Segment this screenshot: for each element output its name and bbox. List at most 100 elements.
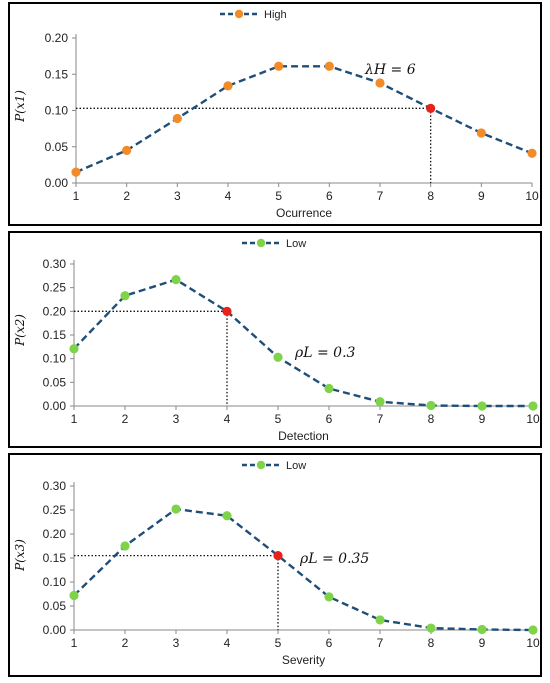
occurrence-chart: 0.00 0.05 0.10 0.15 0.20 1 2 3 4 5 6 7 8 9 10 Ocurrence… [13, 9, 539, 220]
y-tick-label: 0.00 [43, 399, 67, 413]
x-tick-label: 7 [377, 636, 384, 650]
chart-panel-severity: 0.00 0.05 0.10 0.15 0.20 0.25 0.30 1 2 3 4 5 6 7 8 9 10 S… [8, 453, 542, 677]
data-point [375, 397, 385, 407]
highlight-point [222, 306, 232, 316]
x-tick-label: 3 [174, 189, 181, 203]
data-point [222, 511, 232, 521]
data-point [528, 401, 538, 411]
y-tick-label: 0.25 [43, 503, 67, 517]
x-tick-label: 1 [73, 189, 80, 203]
y-tick-label: 0.15 [45, 67, 69, 81]
y-axis-label: P(x2) [13, 314, 27, 347]
highlight-point [426, 103, 436, 113]
y-tick-label: 0.20 [43, 527, 67, 541]
x-tick-label: 8 [428, 412, 435, 426]
x-tick-label: 5 [275, 189, 282, 203]
severity-chart: 0.00 0.05 0.10 0.15 0.20 0.25 0.30 1 2 3 4 5 6 7 8 9 10 S… [13, 460, 540, 667]
data-point [122, 145, 132, 155]
parameter-annotation: λH = 6 [364, 62, 416, 78]
x-tick-label: 4 [224, 636, 231, 650]
data-point [223, 81, 233, 91]
x-tick-label: 4 [224, 412, 231, 426]
legend-label: Low [286, 238, 306, 250]
y-tick-label: 0.10 [43, 352, 67, 366]
data-point [274, 61, 284, 71]
x-tick-label: 9 [479, 412, 486, 426]
legend-label: High [264, 9, 287, 21]
x-tick-label: 9 [478, 189, 485, 203]
parameter-annotation: ρL = 0.3 [294, 345, 356, 361]
legend-marker [234, 9, 244, 19]
data-point [528, 625, 538, 635]
detection-chart: 0.00 0.05 0.10 0.15 0.20 0.25 0.30 1 2 3 4 5 6 7 8 9 10 D… [13, 238, 540, 443]
x-tick-label: 3 [173, 412, 180, 426]
x-tick-label: 1 [71, 636, 78, 650]
y-tick-label: 0.00 [43, 623, 67, 637]
data-point [375, 78, 385, 88]
x-tick-label: 7 [377, 189, 384, 203]
x-axis-label: Severity [282, 653, 325, 667]
data-point [477, 624, 487, 635]
y-tick-label: 0.30 [43, 479, 67, 493]
x-tick-label: 10 [525, 189, 539, 203]
series-line [73, 278, 533, 408]
x-tick-label: 8 [427, 189, 434, 203]
series-line [73, 507, 534, 632]
x-tick-label: 7 [377, 412, 384, 426]
data-point [324, 61, 334, 71]
y-tick-label: 0.05 [43, 599, 67, 613]
data-point [273, 352, 283, 362]
data-point [426, 623, 436, 633]
legend-label: Low [286, 460, 306, 472]
y-tick-label: 0.30 [43, 257, 67, 271]
data-point [477, 401, 487, 411]
y-tick-label: 0.10 [45, 104, 69, 118]
y-tick-label: 0.10 [43, 575, 67, 589]
x-tick-label: 5 [275, 636, 282, 650]
y-tick-label: 0.05 [43, 375, 67, 389]
y-axis-label: P(x1) [13, 90, 27, 123]
x-axis-label: Ocurrence [276, 206, 332, 220]
data-point [324, 592, 334, 602]
y-tick-label: 0.20 [43, 304, 67, 318]
chart-panel-occurrence: 0.00 0.05 0.10 0.15 0.20 1 2 3 4 5 6 7 8 9 10 Ocurrence… [8, 2, 542, 226]
x-tick-label: 2 [122, 636, 129, 650]
y-tick-label: 0.15 [43, 551, 67, 565]
x-tick-label: 10 [526, 412, 540, 426]
x-tick-label: 2 [122, 412, 129, 426]
data-point [71, 167, 81, 177]
series-line [75, 65, 533, 174]
y-tick-label: 0.00 [45, 176, 69, 190]
x-tick-label: 3 [173, 636, 180, 650]
chart-panel-detection: 0.00 0.05 0.10 0.15 0.20 0.25 0.30 1 2 3 4 5 6 7 8 9 10 D… [8, 231, 542, 448]
x-tick-label: 2 [123, 189, 130, 203]
x-tick-label: 10 [526, 636, 540, 650]
data-point [172, 113, 182, 124]
x-axis-label: Detection [278, 429, 329, 443]
highlight-point [273, 551, 283, 561]
data-point [171, 275, 181, 285]
data-point [476, 128, 486, 138]
x-tick-label: 5 [275, 412, 282, 426]
x-tick-label: 6 [326, 636, 333, 650]
data-point [120, 291, 130, 301]
data-point [375, 615, 385, 625]
x-tick-label: 6 [326, 412, 333, 426]
data-point [426, 400, 436, 411]
data-point [527, 148, 537, 158]
parameter-annotation: ρL = 0.35 [299, 551, 369, 567]
y-tick-label: 0.20 [45, 31, 69, 45]
x-tick-label: 9 [479, 636, 486, 650]
x-tick-label: 4 [225, 189, 232, 203]
legend-marker [256, 460, 266, 470]
y-tick-label: 0.15 [43, 328, 67, 342]
data-point [120, 541, 130, 551]
legend-marker [256, 238, 266, 248]
data-point [69, 590, 79, 601]
x-tick-label: 1 [71, 412, 78, 426]
x-tick-label: 6 [326, 189, 333, 203]
y-tick-label: 0.05 [45, 140, 69, 154]
data-point [324, 383, 334, 394]
y-tick-label: 0.25 [43, 281, 67, 295]
data-point [171, 504, 181, 514]
